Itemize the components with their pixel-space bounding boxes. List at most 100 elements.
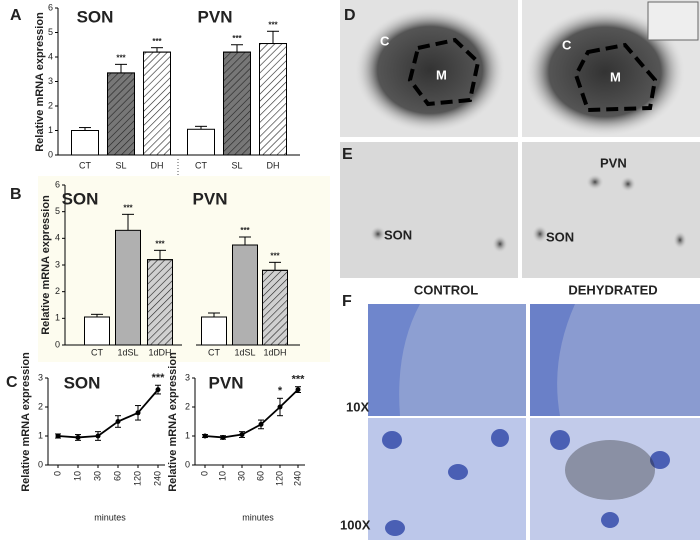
bar-hatch: [259, 43, 287, 156]
data-point: [277, 404, 283, 410]
panel-label: C: [6, 374, 18, 391]
x-tick-label: 30: [236, 471, 246, 481]
x-tick-label: 1dSL: [117, 347, 138, 357]
x-tick-label: 1dDH: [148, 347, 171, 357]
y-tick-label: 2: [185, 401, 190, 411]
y-tick-label: 3: [55, 259, 60, 269]
row-label: 100X: [340, 517, 371, 532]
group-label: SON: [77, 7, 114, 26]
image-label: PVN: [600, 155, 627, 170]
x-tick-label: 60: [112, 471, 122, 481]
x-tick-label: 30: [92, 471, 102, 481]
image-label: SON: [384, 227, 412, 242]
x-tick-label: 10: [72, 471, 82, 481]
y-tick-label: 4: [55, 233, 60, 243]
x-tick-label: 60: [255, 471, 265, 481]
y-tick-label: 3: [38, 372, 43, 382]
image-label: M: [610, 69, 621, 84]
y-tick-label: 5: [48, 27, 53, 37]
x-tick-label: CT: [91, 347, 103, 357]
significance-label: ***: [268, 20, 278, 29]
bar-hatch: [147, 259, 173, 346]
series-line: [57, 389, 159, 439]
y-tick-label: 2: [38, 401, 43, 411]
bar: [187, 128, 215, 156]
x-tick-label: 240: [292, 471, 302, 486]
significance-label: ***: [232, 34, 242, 43]
x-tick-label: 1dSL: [234, 347, 255, 357]
y-tick-label: 2: [55, 286, 60, 296]
x-tick-label: 10: [217, 471, 227, 481]
data-point: [95, 433, 101, 439]
y-axis-label: Relative mRNA expression: [167, 352, 179, 492]
y-tick-label: 2: [48, 100, 53, 110]
group-label: PVN: [193, 189, 228, 208]
bar-hatch: [143, 51, 171, 156]
x-tick-label: SL: [231, 160, 242, 170]
y-tick-label: 6: [48, 2, 53, 12]
bar-hatch: [223, 51, 251, 156]
data-point: [220, 434, 226, 440]
y-tick-label: 1: [185, 430, 190, 440]
x-tick-label: 0: [199, 471, 209, 476]
x-tick-label: 1dDH: [263, 347, 286, 357]
y-axis-label: Relative mRNA expression: [40, 195, 52, 335]
x-tick-label: CT: [79, 160, 91, 170]
panel-label: F: [342, 293, 352, 310]
x-tick-label: SL: [115, 160, 126, 170]
significance-label: ***: [116, 53, 126, 62]
x-tick-label: 120: [132, 471, 142, 486]
significance-label: *: [278, 385, 283, 397]
column-label: DEHYDRATED: [568, 282, 657, 297]
chart-title: SON: [64, 373, 101, 392]
x-tick-label: DH: [151, 160, 164, 170]
y-axis-label: Relative mRNA expression: [34, 12, 46, 152]
y-tick-label: 6: [55, 179, 60, 189]
image-label: SON: [546, 229, 574, 244]
bar: [201, 316, 227, 346]
bar: [115, 229, 141, 346]
significance-label: ***: [292, 374, 306, 386]
data-point: [202, 433, 208, 439]
chart-title: PVN: [209, 373, 244, 392]
x-tick-label: 120: [274, 471, 284, 486]
y-tick-label: 0: [38, 459, 43, 469]
row-label: 10X: [346, 399, 369, 414]
x-tick-label: 0: [52, 471, 62, 476]
data-point: [258, 421, 264, 427]
significance-label: ***: [155, 239, 165, 248]
y-tick-label: 5: [55, 206, 60, 216]
panel-label: E: [342, 146, 353, 163]
image-label: C: [380, 33, 390, 48]
data-point: [239, 432, 245, 438]
y-tick-label: 1: [55, 313, 60, 323]
data-point: [135, 410, 141, 416]
x-tick-label: 240: [152, 471, 162, 486]
data-point: [55, 433, 61, 439]
y-tick-label: 0: [55, 339, 60, 349]
panel-d-images: [340, 0, 700, 137]
series-line: [204, 388, 299, 439]
y-axis-label: Relative mRNA expression: [20, 352, 32, 492]
data-point: [295, 387, 301, 393]
group-label: PVN: [198, 7, 233, 26]
y-tick-label: 3: [48, 76, 53, 86]
y-tick-label: 1: [48, 125, 53, 135]
image-label: C: [562, 37, 572, 52]
significance-label: ***: [123, 203, 133, 212]
panel-label: D: [344, 7, 356, 24]
y-tick-label: 0: [48, 149, 53, 159]
x-axis-label: minutes: [94, 512, 126, 522]
y-tick-label: 4: [48, 51, 53, 61]
data-point: [75, 434, 81, 440]
x-tick-label: CT: [195, 160, 207, 170]
bar: [71, 130, 99, 156]
significance-label: ***: [240, 226, 250, 235]
panel-label: B: [10, 186, 22, 203]
data-point: [115, 419, 121, 424]
panel-label: A: [10, 7, 22, 24]
significance-label: ***: [152, 372, 166, 384]
group-label: SON: [62, 189, 99, 208]
bar: [84, 316, 110, 346]
